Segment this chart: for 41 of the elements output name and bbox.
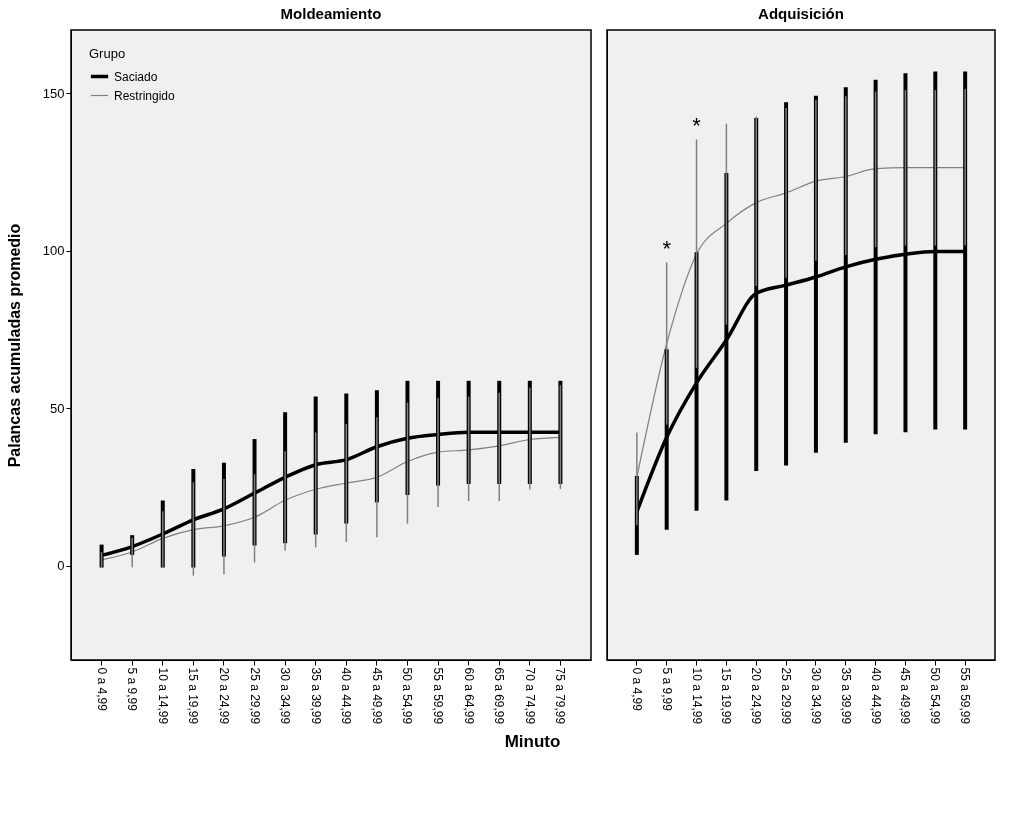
x-tick-label: 0 a 4,99 bbox=[94, 667, 109, 712]
x-tick-label: 0 a 4,99 bbox=[629, 667, 644, 712]
x-tick-label: 20 a 24,99 bbox=[216, 667, 231, 725]
x-tick-label: 5 a 9,99 bbox=[659, 667, 674, 712]
y-axis-title: Palancas acumuladas promedio bbox=[5, 223, 23, 468]
legend-title: Grupo bbox=[89, 46, 126, 61]
annotation: * bbox=[662, 236, 672, 262]
x-tick-label: 55 a 59,99 bbox=[958, 667, 973, 725]
x-tick-label: 50 a 54,99 bbox=[928, 667, 943, 725]
chart-title: Moldeamiento bbox=[280, 5, 382, 22]
x-tick-label: 15 a 19,99 bbox=[186, 667, 201, 725]
x-tick-label: 25 a 29,99 bbox=[779, 667, 794, 725]
x-tick-label: 45 a 49,99 bbox=[369, 667, 384, 725]
chart-title: Adquisición bbox=[758, 5, 844, 22]
y-tick-label: 0 bbox=[57, 558, 65, 573]
x-tick-label: 35 a 39,99 bbox=[838, 667, 853, 725]
x-tick-label: 30 a 34,99 bbox=[278, 667, 293, 725]
y-tick-label: 100 bbox=[42, 243, 65, 258]
y-tick-label: 50 bbox=[50, 400, 65, 416]
x-tick-label: 75 a 79,99 bbox=[553, 667, 568, 725]
x-tick-label: 50 a 54,99 bbox=[400, 667, 415, 725]
x-tick-label: 5 a 9,99 bbox=[125, 667, 140, 712]
y-tick-label: 150 bbox=[42, 85, 65, 101]
x-tick-label: 70 a 74,99 bbox=[522, 667, 537, 725]
x-tick-label: 60 a 64,99 bbox=[461, 667, 476, 725]
x-tick-label: 20 a 24,99 bbox=[749, 667, 764, 725]
annotation: * bbox=[692, 113, 702, 139]
x-tick-label: 45 a 49,99 bbox=[898, 667, 913, 725]
x-tick-label: 30 a 34,99 bbox=[808, 667, 823, 725]
x-tick-label: 10 a 14,99 bbox=[689, 667, 704, 725]
x-tick-label: 25 a 29,99 bbox=[247, 667, 262, 725]
x-tick-label: 35 a 39,99 bbox=[308, 667, 323, 725]
x-tick-label: 55 a 59,99 bbox=[431, 667, 446, 725]
legend-label: Restringido bbox=[114, 88, 176, 103]
legend-label: Saciado bbox=[114, 69, 158, 84]
x-tick-label: 40 a 44,99 bbox=[339, 667, 354, 725]
x-tick-label: 65 a 69,99 bbox=[492, 667, 507, 725]
x-axis-title: Minuto bbox=[504, 732, 561, 752]
x-tick-label: 10 a 14,99 bbox=[155, 667, 170, 725]
x-tick-label: 15 a 19,99 bbox=[719, 667, 734, 725]
x-tick-label: 40 a 44,99 bbox=[868, 667, 883, 725]
